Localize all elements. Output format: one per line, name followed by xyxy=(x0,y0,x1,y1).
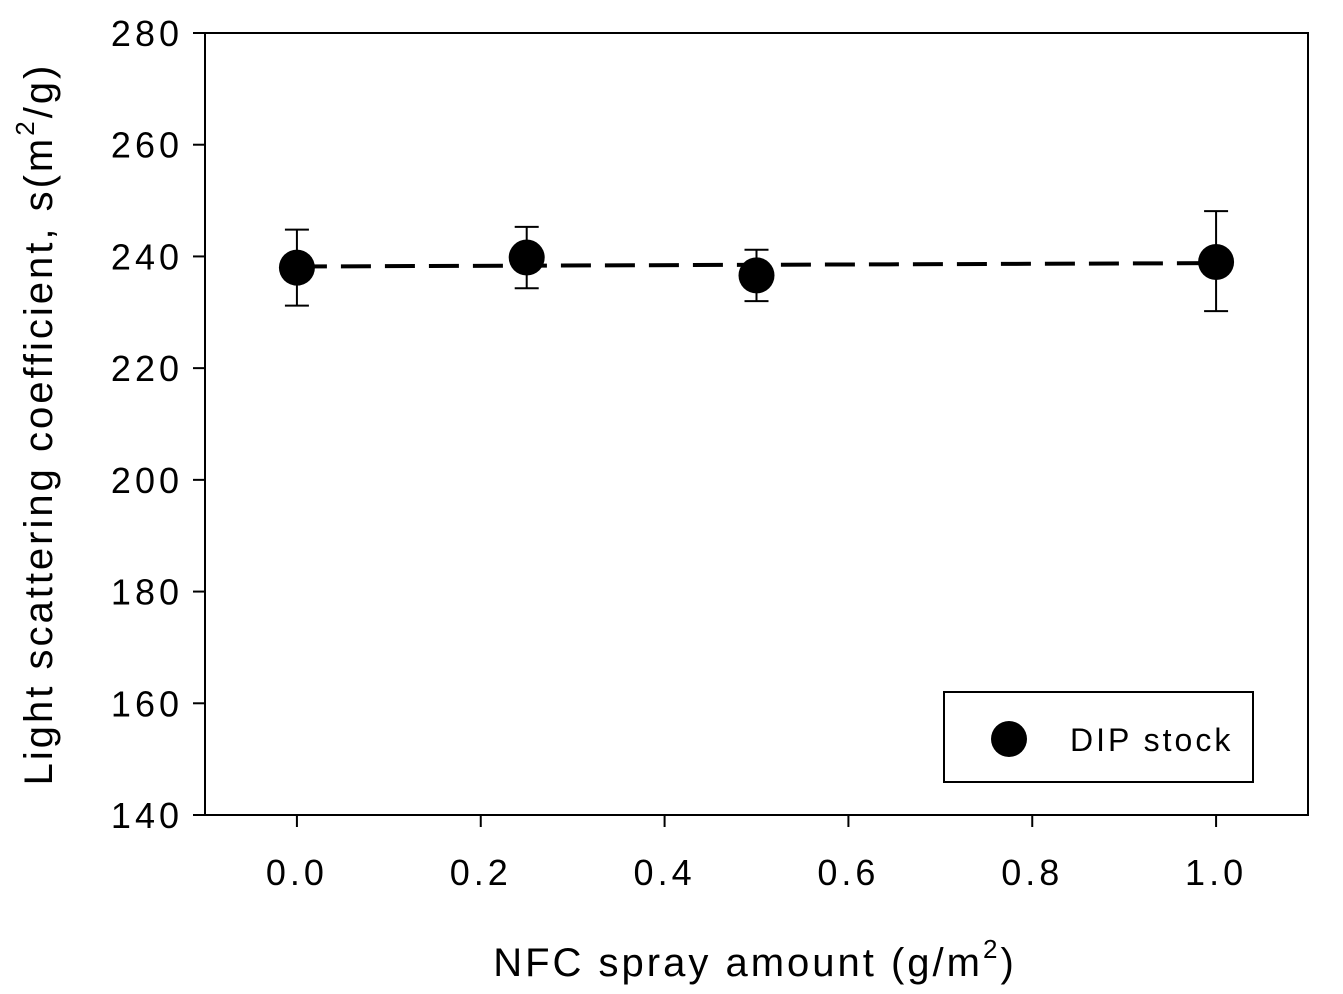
y-tick-label: 180 xyxy=(111,572,183,613)
y-tick-label: 240 xyxy=(111,236,183,277)
y-tick-label: 160 xyxy=(111,683,183,724)
x-tick-label: 0.0 xyxy=(266,852,328,893)
y-tick-label: 280 xyxy=(111,13,183,54)
data-point xyxy=(1198,244,1235,281)
x-axis-title: NFC spray amount (g/m2) xyxy=(493,934,1017,985)
data-point xyxy=(278,249,315,286)
x-tick-label: 1.0 xyxy=(1185,852,1247,893)
series-layer xyxy=(278,210,1235,313)
y-axis-title-superscript: 2 xyxy=(10,118,40,135)
x-axis-ticks: 0.0 0.2 0.4 0.6 0.8 1.0 xyxy=(266,815,1247,893)
y-tick-label: 220 xyxy=(111,348,183,389)
x-axis-title-main: NFC spray amount (g/m xyxy=(493,941,983,985)
y-tick-label: 260 xyxy=(111,125,183,166)
y-axis-ticks: 140 160 180 200 220 240 260 280 xyxy=(111,13,205,836)
plot-frame xyxy=(204,32,1309,816)
x-axis-title-tail: ) xyxy=(1000,941,1016,985)
legend-label: DIP stock xyxy=(1070,722,1233,758)
x-tick-label: 0.6 xyxy=(817,852,879,893)
x-tick-label: 0.4 xyxy=(634,852,696,893)
data-point xyxy=(508,239,545,276)
y-axis-title: Light scattering coefficient, s(m2/g) xyxy=(10,63,61,786)
x-axis-title-superscript: 2 xyxy=(983,934,1000,964)
y-axis-title-main: Light scattering coefficient, s(m xyxy=(17,136,61,786)
y-axis-title-tail: /g) xyxy=(17,63,61,119)
data-point xyxy=(738,257,775,294)
x-tick-label: 0.8 xyxy=(1001,852,1063,893)
legend: DIP stock xyxy=(943,691,1254,783)
y-tick-label: 140 xyxy=(111,795,183,836)
x-tick-label: 0.2 xyxy=(450,852,512,893)
y-tick-label: 200 xyxy=(111,460,183,501)
legend-marker xyxy=(991,721,1027,757)
